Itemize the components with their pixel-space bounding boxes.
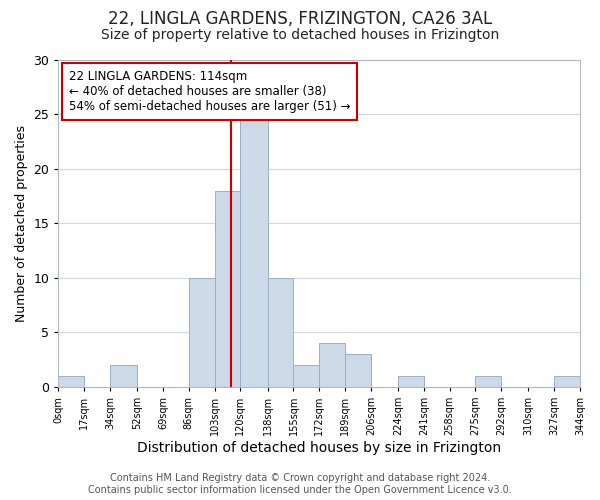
Text: 22, LINGLA GARDENS, FRIZINGTON, CA26 3AL: 22, LINGLA GARDENS, FRIZINGTON, CA26 3AL — [108, 10, 492, 28]
Text: Contains HM Land Registry data © Crown copyright and database right 2024.
Contai: Contains HM Land Registry data © Crown c… — [88, 474, 512, 495]
Bar — [398, 376, 424, 387]
Bar — [345, 354, 371, 387]
Bar — [319, 344, 345, 387]
Bar — [554, 376, 580, 387]
Bar — [189, 278, 215, 387]
Text: 22 LINGLA GARDENS: 114sqm
← 40% of detached houses are smaller (38)
54% of semi-: 22 LINGLA GARDENS: 114sqm ← 40% of detac… — [69, 70, 350, 113]
Bar — [475, 376, 501, 387]
Bar — [215, 191, 241, 387]
Bar — [293, 365, 319, 387]
Text: Size of property relative to detached houses in Frizington: Size of property relative to detached ho… — [101, 28, 499, 42]
Bar — [110, 365, 137, 387]
Bar — [268, 278, 293, 387]
X-axis label: Distribution of detached houses by size in Frizington: Distribution of detached houses by size … — [137, 441, 501, 455]
Y-axis label: Number of detached properties: Number of detached properties — [15, 125, 28, 322]
Bar — [58, 376, 84, 387]
Bar — [241, 114, 268, 387]
